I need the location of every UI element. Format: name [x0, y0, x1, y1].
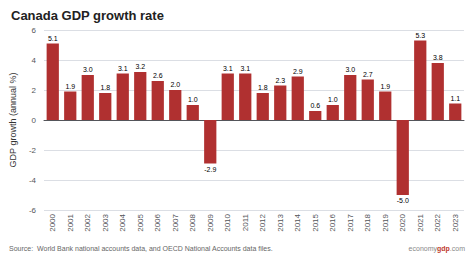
svg-text:2014: 2014	[293, 213, 302, 231]
svg-text:-6: -6	[29, 206, 37, 215]
svg-text:2013: 2013	[276, 213, 285, 231]
svg-text:2011: 2011	[241, 213, 250, 231]
svg-text:2022: 2022	[433, 213, 442, 231]
svg-text:5.1: 5.1	[48, 35, 58, 42]
svg-text:1.8: 1.8	[258, 84, 268, 91]
svg-text:3.2: 3.2	[135, 63, 145, 70]
svg-text:2: 2	[32, 86, 37, 95]
svg-text:3.1: 3.1	[223, 65, 233, 72]
svg-text:2000: 2000	[48, 213, 57, 231]
svg-text:-4: -4	[29, 176, 37, 185]
svg-text:2023: 2023	[451, 213, 460, 231]
svg-text:3.0: 3.0	[345, 66, 355, 73]
svg-text:2012: 2012	[258, 213, 267, 231]
svg-text:2020: 2020	[398, 213, 407, 231]
svg-text:2021: 2021	[416, 213, 425, 231]
svg-text:2008: 2008	[188, 213, 197, 231]
svg-text:2005: 2005	[136, 213, 145, 231]
svg-text:6: 6	[32, 26, 37, 35]
svg-text:economy: economy	[409, 245, 438, 253]
svg-text:3.1: 3.1	[240, 65, 250, 72]
svg-text:2019: 2019	[381, 213, 390, 231]
svg-text:5.3: 5.3	[415, 32, 425, 39]
svg-text:1.1: 1.1	[450, 95, 460, 102]
svg-text:-5.0: -5.0	[397, 197, 409, 204]
svg-text:2.0: 2.0	[170, 81, 180, 88]
svg-text:2003: 2003	[101, 213, 110, 231]
svg-text:2.7: 2.7	[363, 71, 373, 78]
svg-text:2015: 2015	[311, 213, 320, 231]
svg-text:2007: 2007	[171, 213, 180, 231]
svg-text:0: 0	[32, 116, 37, 125]
svg-text:Source: World Bank national a: Source: World Bank national accounts dat…	[9, 245, 273, 252]
svg-text:2001: 2001	[66, 213, 75, 231]
svg-text:2004: 2004	[118, 213, 127, 231]
svg-text:2009: 2009	[206, 213, 215, 231]
svg-text:2.6: 2.6	[153, 72, 163, 79]
svg-text:4: 4	[32, 56, 37, 65]
svg-text:gdp: gdp	[437, 245, 450, 253]
svg-text:2.3: 2.3	[275, 77, 285, 84]
svg-text:.com: .com	[450, 245, 465, 252]
svg-text:2016: 2016	[328, 213, 337, 231]
svg-text:2002: 2002	[83, 213, 92, 231]
svg-text:1.0: 1.0	[328, 96, 338, 103]
svg-text:3.8: 3.8	[433, 54, 443, 61]
svg-text:2017: 2017	[346, 213, 355, 231]
svg-text:Canada GDP growth rate: Canada GDP growth rate	[11, 8, 164, 23]
svg-text:2.9: 2.9	[293, 68, 303, 75]
svg-text:1.8: 1.8	[100, 84, 110, 91]
svg-text:GDP growth (annual %): GDP growth (annual %)	[8, 73, 18, 168]
svg-text:1.0: 1.0	[188, 96, 198, 103]
svg-text:1.9: 1.9	[65, 83, 75, 90]
svg-text:-2: -2	[29, 146, 37, 155]
svg-text:0.6: 0.6	[310, 102, 320, 109]
svg-text:2018: 2018	[363, 213, 372, 231]
svg-text:3.0: 3.0	[83, 66, 93, 73]
svg-text:2010: 2010	[223, 213, 232, 231]
svg-text:1.9: 1.9	[380, 83, 390, 90]
svg-text:2006: 2006	[153, 213, 162, 231]
svg-text:-2.9: -2.9	[204, 166, 216, 173]
svg-text:3.1: 3.1	[118, 65, 128, 72]
